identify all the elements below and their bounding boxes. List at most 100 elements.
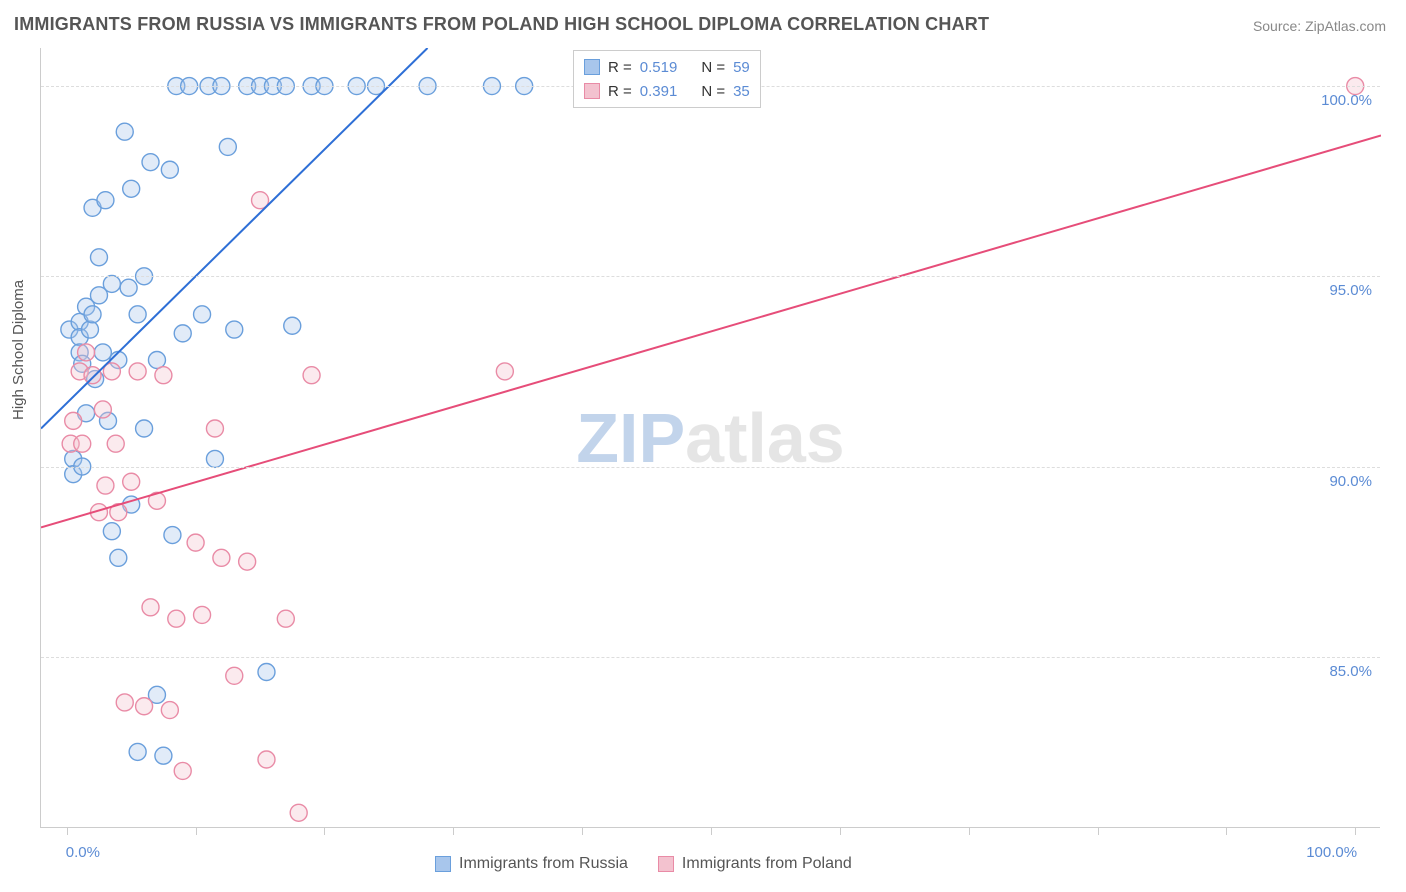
plot-area: ZIPatlas 85.0%90.0%95.0%100.0% — [40, 48, 1380, 828]
legend-r-label: R = — [608, 59, 632, 76]
scatter-svg — [41, 48, 1381, 828]
data-point — [290, 804, 307, 821]
legend-russia-n: 59 — [733, 59, 750, 76]
data-point — [174, 762, 191, 779]
chart-title: IMMIGRANTS FROM RUSSIA VS IMMIGRANTS FRO… — [14, 14, 989, 35]
data-point — [116, 123, 133, 140]
data-point — [97, 192, 114, 209]
data-point — [81, 321, 98, 338]
legend-russia-r: 0.519 — [640, 59, 678, 76]
data-point — [65, 412, 82, 429]
data-point — [148, 352, 165, 369]
legend-bottom-russia: Immigrants from Russia — [435, 855, 628, 873]
data-point — [136, 698, 153, 715]
legend-stats-row-poland: R = 0.391 N = 35 — [584, 79, 750, 103]
data-point — [103, 275, 120, 292]
legend-bottom-poland: Immigrants from Poland — [658, 855, 852, 873]
x-tick — [582, 827, 583, 835]
data-point — [239, 553, 256, 570]
data-point — [155, 747, 172, 764]
data-point — [84, 367, 101, 384]
data-point — [136, 420, 153, 437]
chart-container: IMMIGRANTS FROM RUSSIA VS IMMIGRANTS FRO… — [0, 0, 1406, 892]
x-tick — [1098, 827, 1099, 835]
source-attribution: Source: ZipAtlas.com — [1253, 18, 1386, 34]
legend-bottom-russia-label: Immigrants from Russia — [459, 855, 628, 873]
data-point — [116, 694, 133, 711]
x-tick — [1355, 827, 1356, 835]
data-point — [142, 154, 159, 171]
gridline-h — [41, 657, 1380, 658]
trend-line — [41, 48, 428, 428]
swatch-poland — [584, 83, 600, 99]
data-point — [94, 344, 111, 361]
x-tick — [840, 827, 841, 835]
x-tick — [196, 827, 197, 835]
data-point — [129, 743, 146, 760]
data-point — [97, 477, 114, 494]
legend-stats: R = 0.519 N = 59 R = 0.391 N = 35 — [573, 50, 761, 108]
source-link[interactable]: ZipAtlas.com — [1305, 18, 1386, 34]
data-point — [94, 401, 111, 418]
data-point — [206, 420, 223, 437]
data-point — [187, 534, 204, 551]
gridline-h — [41, 276, 1380, 277]
data-point — [174, 325, 191, 342]
data-point — [120, 279, 137, 296]
legend-n-label: N = — [701, 83, 725, 100]
data-point — [194, 606, 211, 623]
data-point — [129, 363, 146, 380]
data-point — [277, 610, 294, 627]
data-point — [496, 363, 513, 380]
gridline-h — [41, 467, 1380, 468]
y-tick-label: 95.0% — [1329, 282, 1372, 299]
y-tick-label: 100.0% — [1321, 92, 1372, 109]
data-point — [226, 321, 243, 338]
data-point — [258, 664, 275, 681]
x-tick-label-min: 0.0% — [66, 844, 100, 861]
data-point — [84, 306, 101, 323]
x-tick — [67, 827, 68, 835]
x-tick — [969, 827, 970, 835]
data-point — [103, 523, 120, 540]
legend-stats-row-russia: R = 0.519 N = 59 — [584, 55, 750, 79]
data-point — [110, 549, 127, 566]
y-axis-title: High School Diploma — [10, 280, 27, 420]
x-tick — [1226, 827, 1227, 835]
data-point — [303, 367, 320, 384]
y-tick-label: 85.0% — [1329, 663, 1372, 680]
data-point — [161, 161, 178, 178]
legend-r-label: R = — [608, 83, 632, 100]
swatch-poland — [658, 856, 674, 872]
data-point — [142, 599, 159, 616]
data-point — [78, 344, 95, 361]
data-point — [168, 610, 185, 627]
legend-poland-n: 35 — [733, 83, 750, 100]
data-point — [123, 180, 140, 197]
swatch-russia — [435, 856, 451, 872]
data-point — [74, 435, 91, 452]
data-point — [129, 306, 146, 323]
legend-poland-r: 0.391 — [640, 83, 678, 100]
source-prefix: Source: — [1253, 18, 1305, 34]
data-point — [206, 450, 223, 467]
x-tick-label-max: 100.0% — [1306, 844, 1357, 861]
data-point — [219, 138, 236, 155]
legend-n-label: N = — [701, 59, 725, 76]
data-point — [284, 317, 301, 334]
legend-bottom: Immigrants from Russia Immigrants from P… — [435, 855, 852, 873]
x-tick — [453, 827, 454, 835]
y-tick-label: 90.0% — [1329, 473, 1372, 490]
data-point — [213, 549, 230, 566]
swatch-russia — [584, 59, 600, 75]
x-tick — [324, 827, 325, 835]
data-point — [164, 527, 181, 544]
legend-bottom-poland-label: Immigrants from Poland — [682, 855, 852, 873]
data-point — [107, 435, 124, 452]
data-point — [155, 367, 172, 384]
data-point — [258, 751, 275, 768]
data-point — [194, 306, 211, 323]
data-point — [161, 702, 178, 719]
data-point — [90, 249, 107, 266]
data-point — [123, 473, 140, 490]
